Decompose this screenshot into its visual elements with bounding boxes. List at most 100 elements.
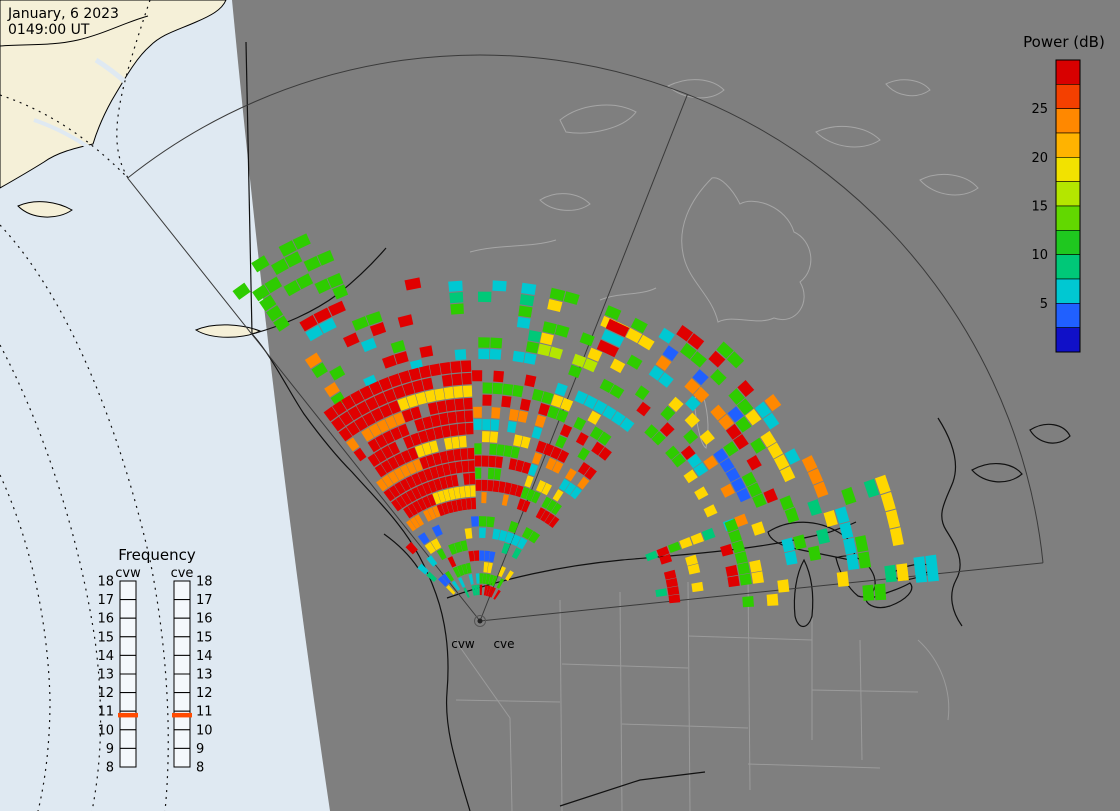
echo-cell — [330, 391, 346, 407]
echo-cell — [543, 443, 555, 457]
echo-cell — [807, 545, 822, 561]
echo-cell — [516, 316, 531, 329]
colorbar-tick-label: 20 — [1031, 151, 1048, 166]
echo-cell — [736, 487, 751, 503]
land-alaska-coast — [0, 0, 227, 189]
echo-cell — [577, 476, 590, 490]
echo-cell — [271, 258, 289, 275]
frequency-marker — [118, 712, 138, 718]
echo-cell — [458, 435, 467, 448]
echo-cell — [437, 490, 446, 503]
echo-cell — [737, 380, 755, 397]
echo-cell — [492, 480, 500, 493]
echo-cell — [593, 399, 608, 415]
echo-cell — [718, 414, 735, 430]
frequency-tick-label: 10 — [97, 723, 114, 738]
echo-cell — [538, 403, 550, 417]
echo-cell — [394, 351, 409, 365]
echo-cell — [483, 585, 488, 596]
echo-cell — [388, 373, 402, 388]
echo-cell — [531, 388, 544, 402]
echo-cell — [410, 516, 421, 529]
echo-cell — [468, 460, 475, 472]
echo-cell — [346, 421, 360, 436]
echo-cell — [836, 571, 850, 587]
echo-cell — [365, 311, 383, 326]
southern-border — [559, 771, 706, 807]
echo-cell — [544, 513, 555, 525]
echo-cell — [462, 385, 473, 398]
echo-cell — [540, 332, 554, 346]
echo-cell — [343, 332, 360, 348]
echo-cell — [687, 563, 701, 575]
echo-cell — [441, 573, 451, 584]
echo-cell — [414, 418, 425, 432]
frequency-tick-label: 16 — [97, 612, 114, 627]
echo-cell — [841, 486, 857, 506]
echo-cell — [466, 498, 472, 510]
echo-cell — [494, 468, 502, 480]
echo-cell — [676, 325, 694, 342]
echo-cell — [436, 400, 447, 413]
echo-cell — [645, 550, 658, 562]
echo-cell — [381, 460, 393, 474]
colorbar-tick-label: 5 — [1040, 297, 1048, 312]
state-border — [917, 639, 950, 721]
echo-cell — [412, 458, 423, 472]
colorbar-tick-label: 25 — [1031, 102, 1048, 117]
frequency-tick-label: 17 — [97, 593, 114, 608]
echo-cell — [442, 463, 451, 476]
echo-cell — [507, 421, 517, 434]
echo-cell — [385, 415, 398, 430]
state-border — [455, 699, 561, 703]
echo-cell — [479, 573, 484, 584]
frequency-cell — [173, 654, 191, 675]
echo-cell — [690, 351, 707, 368]
echo-cell — [489, 587, 496, 598]
echo-cell — [332, 400, 347, 416]
echo-cell — [399, 464, 411, 478]
echo-cell — [414, 514, 424, 527]
echo-cell — [504, 482, 512, 495]
echo-cell — [445, 399, 456, 412]
echo-cell — [374, 392, 388, 407]
echo-cell — [463, 473, 470, 485]
colorbar-frame — [1055, 59, 1081, 353]
echo-cell — [549, 346, 563, 360]
echo-cell — [379, 404, 393, 418]
echo-cell — [350, 390, 365, 405]
echo-cell — [662, 345, 679, 362]
echo-cell — [368, 423, 382, 438]
echo-cell — [398, 370, 412, 384]
echo-cell — [754, 401, 772, 419]
echo-cell — [411, 473, 422, 486]
echo-cell — [541, 482, 552, 496]
echo-cell — [446, 501, 454, 514]
echo-cell — [479, 527, 486, 538]
echo-cell — [442, 489, 451, 502]
echo-cell — [493, 370, 504, 383]
echo-cell — [513, 434, 523, 447]
colorbar-segment — [1055, 303, 1081, 328]
echo-cell — [371, 407, 384, 422]
echo-cell — [546, 499, 557, 512]
echo-cell — [401, 409, 414, 423]
echo-cell — [658, 372, 674, 388]
echo-cell — [397, 314, 414, 328]
echo-cell — [597, 431, 612, 446]
echo-cell — [410, 406, 422, 420]
echo-cell — [418, 430, 429, 444]
echo-cell — [460, 448, 468, 460]
echo-cell — [637, 334, 655, 351]
echo-cell — [461, 460, 469, 473]
state-border — [559, 599, 563, 811]
echo-cell — [471, 497, 477, 510]
echo-cell — [634, 385, 650, 401]
echo-cell — [460, 360, 472, 373]
echo-cell — [521, 461, 532, 474]
frequency-tick-label: 15 — [196, 630, 213, 645]
frequency-panel: Frequency cvw cve 1817161514131211109818… — [97, 546, 212, 776]
echo-cell — [324, 382, 340, 398]
echo-cell — [461, 498, 467, 511]
echo-cell — [481, 479, 488, 491]
